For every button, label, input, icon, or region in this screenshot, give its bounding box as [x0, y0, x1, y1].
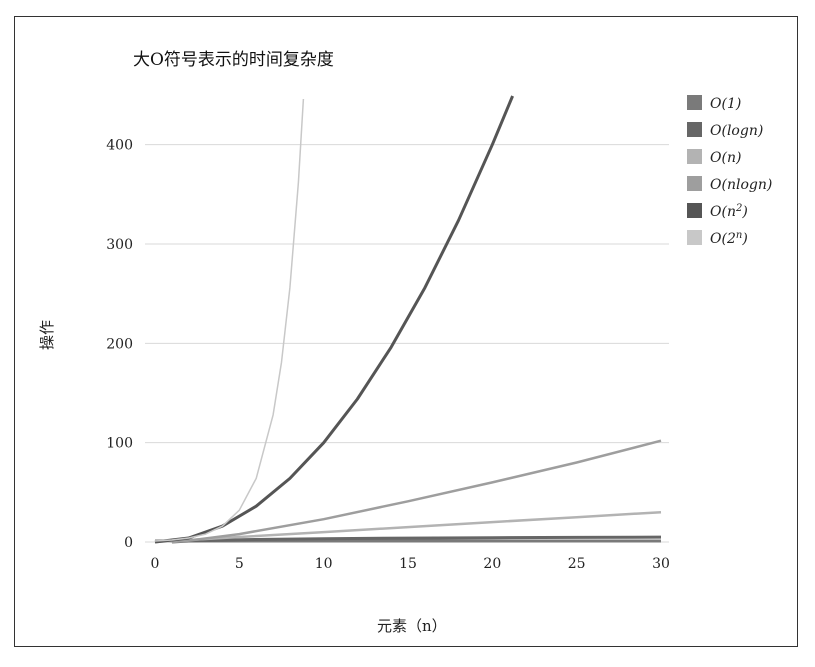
x-tick-label: 0 — [151, 556, 160, 572]
series-line-2 — [154, 510, 662, 544]
series-line-4 — [154, 95, 514, 544]
x-tick-label: 30 — [652, 556, 670, 572]
x-tick-label: 15 — [399, 556, 417, 572]
x-axis-ticks: 0 5 10 15 20 25 30 — [151, 556, 670, 572]
legend: O(1) O(logn) O(n) O(nlogn) O(n2) O(2n) — [687, 95, 772, 247]
series-line-3 — [171, 439, 662, 544]
legend-label: O(n2) — [710, 203, 748, 221]
legend-label: O(n) — [710, 150, 741, 166]
legend-label: O(logn) — [710, 123, 763, 139]
legend-swatch — [687, 230, 702, 245]
series-line-1 — [171, 535, 662, 544]
y-tick-label: 400 — [106, 138, 133, 154]
legend-swatch — [687, 122, 702, 137]
y-tick-label: 0 — [124, 535, 133, 551]
x-axis-label: 元素（n） — [377, 617, 447, 635]
y-tick-label: 300 — [106, 237, 133, 253]
x-tick-label: 20 — [483, 556, 501, 572]
legend-swatch — [687, 176, 702, 191]
x-tick-label: 10 — [315, 556, 333, 572]
legend-label: O(1) — [710, 96, 741, 112]
chart-frame: 大O符号表示的时间复杂度 0 100 200 300 400 0 5 10 15 20 25 30 … — [14, 16, 798, 647]
legend-swatch — [687, 149, 702, 164]
y-axis-ticks: 0 100 200 300 400 — [106, 138, 133, 551]
legend-label: O(2n) — [710, 230, 748, 248]
series-line-5 — [154, 98, 305, 542]
legend-swatch — [687, 203, 702, 218]
legend-swatch — [687, 95, 702, 110]
y-tick-label: 100 — [106, 436, 133, 452]
x-tick-label: 5 — [235, 556, 244, 572]
x-tick-label: 25 — [568, 556, 586, 572]
chart-title: 大O符号表示的时间复杂度 — [133, 50, 334, 70]
legend-label: O(nlogn) — [710, 177, 772, 193]
gridlines — [145, 144, 669, 543]
series-group — [154, 95, 662, 544]
y-tick-label: 200 — [106, 336, 133, 352]
y-axis-label: 操作 — [38, 320, 56, 350]
